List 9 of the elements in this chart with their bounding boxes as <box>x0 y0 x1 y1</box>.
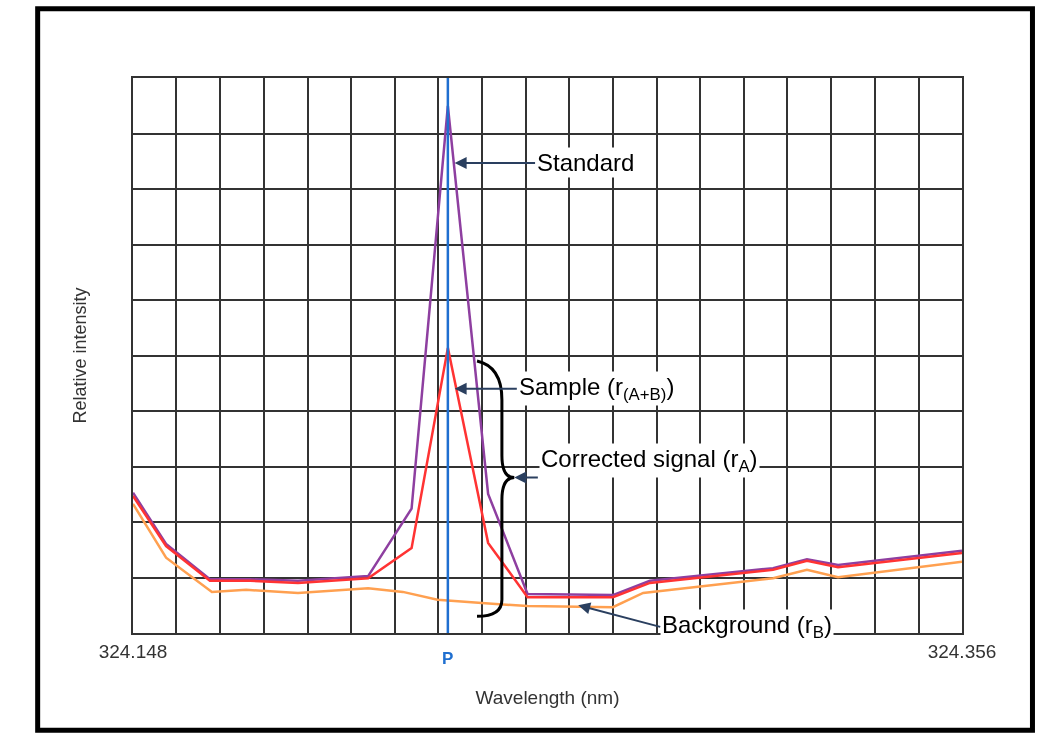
x-tick-label: 324.356 <box>927 640 997 662</box>
annotation: Background (r$_{B}$) <box>662 611 832 643</box>
y-axis-title: Relative intensity <box>69 287 90 424</box>
annotation: Sample (r$_{(A+B)}$) <box>519 373 675 405</box>
x-tick-label: 324.148 <box>98 640 168 662</box>
annotation: Standard <box>537 149 635 176</box>
ref-line-label: P <box>442 649 454 668</box>
annotation: Corrected signal (r$_{A}$) <box>541 445 758 477</box>
x-axis-title: Wavelength (nm) <box>475 686 620 708</box>
